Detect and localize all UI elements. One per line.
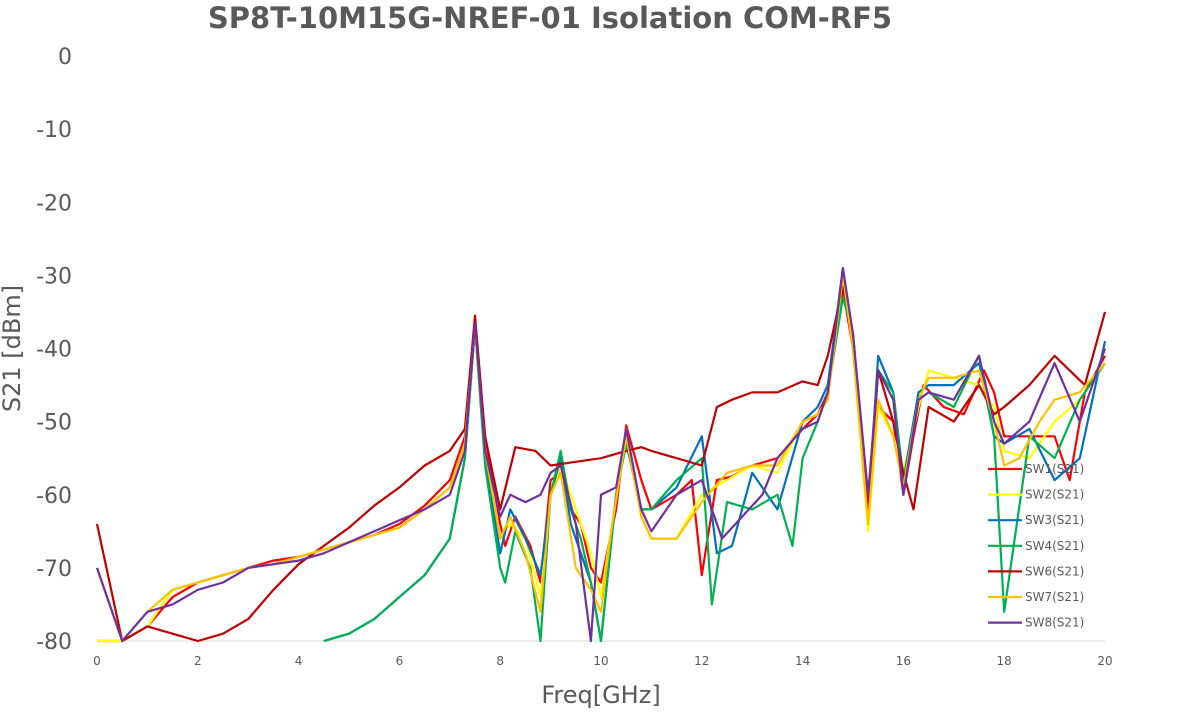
legend: SW1(S21) SW2(S21) SW3(S21) SW4(S21) SW6(S21)… [988,462,1084,630]
y-tick-label: -50 [36,411,72,436]
y-tick-label: 0 [58,45,72,70]
x-tick-label: 2 [194,654,202,668]
x-tick-label: 14 [795,654,810,668]
y-tick-label: -80 [36,630,72,655]
series-line [323,296,1106,643]
y-tick-label: -40 [36,338,72,363]
legend-label: SW6(S21) [1025,564,1084,578]
series-line [95,267,1107,643]
legend-label: SW8(S21) [1025,616,1084,630]
y-tick-label: -70 [36,557,72,582]
chart-title: SP8T-10M15G-NREF-01 Isolation COM-RF5 [207,1,893,35]
y-tick-labels: 0 -10 -20 -30 -40 -50 -60 -70 -80 [36,45,72,655]
series-lines [95,267,1107,643]
y-tick-label: -10 [36,118,72,143]
legend-label: SW4(S21) [1025,539,1084,553]
x-tick-label: 18 [997,654,1012,668]
y-axis-title: S21 [dBm] [0,285,26,412]
y-tick-label: -30 [36,264,72,289]
series-line [95,285,1107,643]
x-tick-label: 4 [295,654,303,668]
x-tick-label: 12 [694,654,709,668]
series-line [95,274,1106,643]
legend-label: SW2(S21) [1025,488,1084,502]
x-tick-label: 20 [1097,654,1112,668]
legend-label: SW3(S21) [1025,513,1084,527]
y-tick-label: -20 [36,191,72,216]
y-tick-label: -60 [36,484,72,509]
legend-label: SW7(S21) [1025,590,1084,604]
x-tick-label: 8 [496,654,504,668]
x-tick-label: 6 [396,654,404,668]
x-tick-label: 16 [896,654,911,668]
x-tick-label: 10 [593,654,608,668]
x-tick-label: 0 [93,654,101,668]
x-axis-title: Freq[GHz] [541,681,660,709]
series-line [97,288,1106,643]
legend-label: SW1(S21) [1025,462,1084,476]
x-tick-labels: 0 2 4 6 8 10 12 14 16 18 20 [93,654,1112,668]
